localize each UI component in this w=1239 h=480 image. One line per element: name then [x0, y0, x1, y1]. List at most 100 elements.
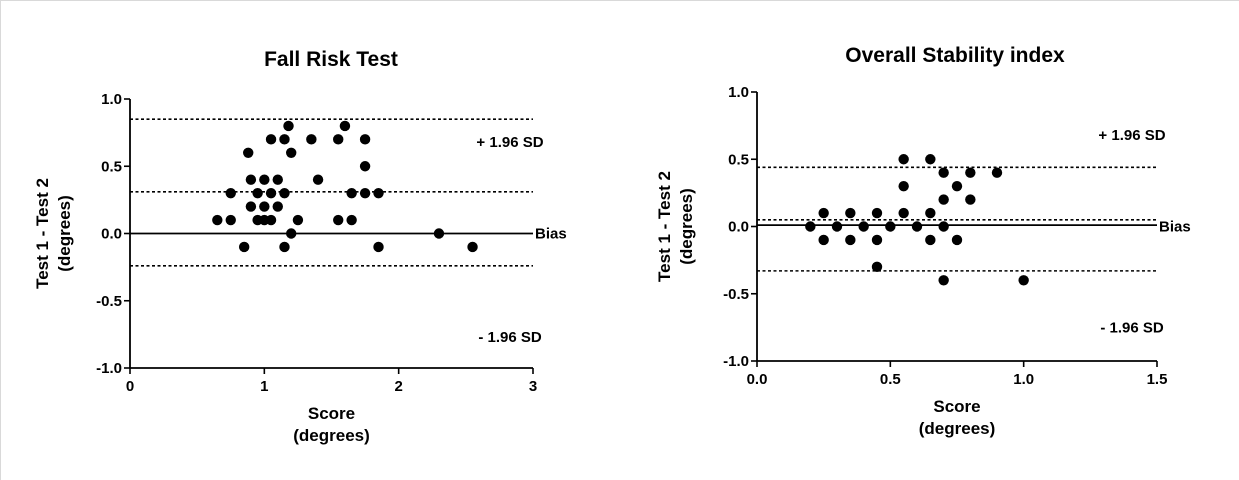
- x-tick-label: 1: [260, 378, 268, 395]
- data-point: [272, 201, 283, 212]
- annotation-bias: Bias: [1159, 219, 1191, 236]
- data-point: [252, 187, 263, 199]
- data-point: [339, 120, 351, 132]
- data-point: [225, 187, 236, 199]
- data-point: [243, 147, 254, 158]
- data-point: [938, 275, 949, 286]
- data-point: [911, 221, 923, 232]
- data-point: [259, 174, 270, 185]
- y-tick-label: 1.0: [728, 84, 749, 101]
- data-point: [283, 120, 294, 132]
- x-tick-label: 1.0: [1013, 371, 1034, 388]
- data-point: [845, 234, 856, 246]
- data-point: [346, 214, 357, 226]
- annotation-1-96-sd: - 1.96 SD: [478, 329, 542, 346]
- y-tick-label: 1.0: [101, 91, 122, 108]
- y-tick-label: -1.0: [723, 353, 749, 370]
- x-tick-label: 1.5: [1147, 371, 1168, 388]
- data-point: [333, 134, 344, 145]
- x-axis-label: Score: [933, 397, 980, 416]
- data-point: [333, 214, 344, 226]
- data-point: [805, 221, 816, 232]
- data-point: [265, 214, 277, 226]
- x-tick-label: 2: [394, 378, 402, 395]
- data-point: [286, 228, 297, 239]
- data-point: [279, 187, 290, 199]
- data-point: [286, 147, 297, 158]
- data-point: [306, 134, 317, 145]
- annotation-bias: Bias: [535, 226, 567, 243]
- annotation-1-96-sd: + 1.96 SD: [476, 134, 543, 151]
- data-point: [951, 234, 963, 246]
- x-tick-label: 0.5: [880, 371, 901, 388]
- data-point: [279, 241, 290, 253]
- data-point: [212, 214, 223, 226]
- chart-title: Overall Stability index: [845, 44, 1065, 67]
- data-point: [925, 234, 936, 246]
- data-point: [871, 261, 883, 273]
- data-point: [312, 174, 324, 185]
- x-axis-label: Score: [308, 404, 355, 423]
- x-axis-label-unit: (degrees): [293, 426, 370, 445]
- data-point: [845, 207, 856, 219]
- data-point: [965, 194, 976, 205]
- data-point: [871, 234, 883, 246]
- data-point: [265, 187, 277, 199]
- x-tick-label: 0.0: [747, 371, 768, 388]
- chart-title: Fall Risk Test: [264, 48, 398, 71]
- data-point: [951, 180, 963, 192]
- data-point: [885, 221, 896, 232]
- data-point: [818, 234, 829, 246]
- y-axis-label: Test 1 - Test 2: [33, 178, 52, 289]
- data-point: [898, 180, 909, 192]
- data-point: [925, 154, 936, 165]
- data-point: [965, 167, 976, 178]
- data-point: [898, 154, 909, 165]
- data-point: [898, 207, 909, 219]
- y-axis-label: Test 1 - Test 2: [655, 171, 674, 282]
- data-point: [279, 134, 290, 145]
- data-point: [359, 187, 371, 199]
- data-point: [359, 134, 371, 145]
- y-tick-label: -1.0: [96, 360, 122, 377]
- data-point: [373, 241, 384, 253]
- data-point: [991, 167, 1003, 178]
- data-point: [272, 174, 283, 185]
- x-axis-label-unit: (degrees): [919, 419, 996, 438]
- data-point: [831, 221, 843, 232]
- annotation-1-96-sd: + 1.96 SD: [1098, 127, 1165, 144]
- y-tick-label: -0.5: [723, 286, 749, 303]
- data-point: [938, 194, 949, 205]
- y-tick-label: 0.0: [101, 226, 122, 243]
- x-tick-label: 0: [126, 378, 134, 395]
- data-point: [292, 214, 304, 226]
- data-point: [238, 241, 250, 253]
- y-axis-label-unit: (degrees): [677, 188, 696, 265]
- y-axis-label-unit: (degrees): [55, 195, 74, 272]
- data-point: [245, 174, 257, 185]
- data-point: [259, 201, 270, 212]
- y-tick-label: -0.5: [96, 293, 122, 310]
- data-point: [359, 161, 371, 172]
- data-point: [938, 221, 949, 232]
- y-tick-label: 0.5: [101, 158, 122, 175]
- y-tick-label: 0.5: [728, 151, 749, 168]
- data-point: [373, 187, 384, 199]
- x-tick-label: 3: [529, 378, 537, 395]
- data-point: [467, 241, 478, 253]
- y-tick-label: 0.0: [728, 219, 749, 236]
- chart-2: Overall Stability index + 1.96 SD Bias - 1.…: [655, 44, 1191, 438]
- annotation-1-96-sd: - 1.96 SD: [1100, 319, 1164, 336]
- data-point: [858, 221, 869, 232]
- data-point: [225, 214, 236, 226]
- data-point: [245, 201, 257, 212]
- chart-1: Fall Risk Test + 1.96 SD Bias - 1.96 SD -1.0…: [33, 48, 567, 445]
- data-point: [818, 207, 829, 219]
- data-point: [871, 207, 883, 219]
- data-point: [1018, 275, 1029, 286]
- data-point: [346, 187, 357, 199]
- data-point: [433, 228, 445, 239]
- data-point: [265, 134, 277, 145]
